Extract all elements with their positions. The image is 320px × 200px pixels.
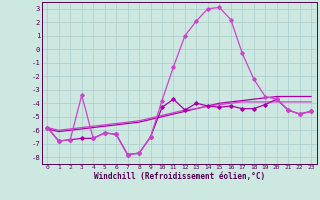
X-axis label: Windchill (Refroidissement éolien,°C): Windchill (Refroidissement éolien,°C)	[94, 172, 265, 181]
